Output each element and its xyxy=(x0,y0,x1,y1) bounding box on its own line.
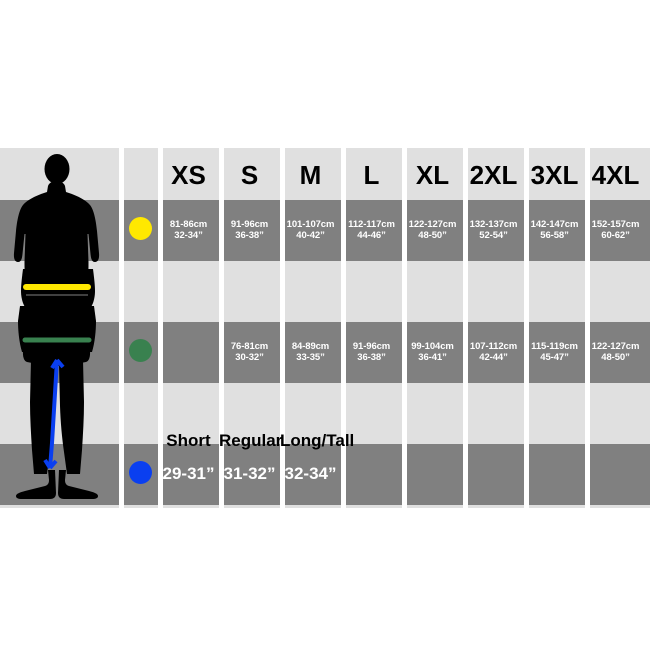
cell-chest-l: 112-117cm 44-46” xyxy=(348,219,395,241)
cell-waist-s: 76-81cm 30-32” xyxy=(230,341,269,363)
column-separator xyxy=(341,148,346,508)
column-separator xyxy=(402,148,407,508)
row-band-waist xyxy=(0,322,650,383)
cell-waist-4xl: 122-127cm 48-50” xyxy=(591,341,640,363)
column-header-m: M xyxy=(299,160,322,190)
column-header-2xl: 2XL xyxy=(469,160,518,190)
column-header-s: S xyxy=(240,160,259,190)
inseam-marker-dot xyxy=(129,461,152,484)
column-separator xyxy=(463,148,468,508)
chest-marker-dot xyxy=(129,217,152,240)
column-separator xyxy=(524,148,529,508)
inseam-measure-arrow xyxy=(43,358,65,470)
inseam-header-short: Short xyxy=(166,431,211,450)
size-chart: XS S M L XL 2XL 3XL 4XL 81-86cm 32-34” 91… xyxy=(0,148,650,508)
cell-chest-s: 91-96cm 36-38” xyxy=(230,219,269,241)
column-separator xyxy=(585,148,590,508)
waist-marker-dot xyxy=(129,339,152,362)
cell-chest-xs: 81-86cm 32-34” xyxy=(169,219,208,241)
cell-chest-2xl: 132-137cm 52-54” xyxy=(469,219,518,241)
cell-chest-m: 101-107cm 40-42” xyxy=(286,219,335,241)
cell-inseam-longtall: 32-34” xyxy=(284,464,337,483)
inseam-header-longtall: Long/Tall xyxy=(280,431,355,450)
column-separator xyxy=(280,148,285,508)
cell-waist-xl: 99-104cm 36-41” xyxy=(411,341,454,363)
column-separator xyxy=(158,148,163,508)
column-header-4xl: 4XL xyxy=(591,160,640,190)
body-silhouette xyxy=(13,154,100,499)
cell-waist-l: 91-96cm 36-38” xyxy=(352,341,391,363)
column-separator xyxy=(119,148,124,508)
cell-waist-3xl: 115-119cm 45-47” xyxy=(531,341,578,363)
row-band-chest xyxy=(0,200,650,261)
cell-chest-xl: 122-127cm 48-50” xyxy=(408,219,457,241)
column-header-l: L xyxy=(363,160,380,190)
row-band-inseam xyxy=(0,444,650,505)
cell-inseam-regular: 31-32” xyxy=(223,464,276,483)
cell-chest-3xl: 142-147cm 56-58” xyxy=(530,219,579,241)
column-separator xyxy=(219,148,224,508)
column-header-3xl: 3XL xyxy=(530,160,579,190)
cell-inseam-short: 29-31” xyxy=(162,464,215,483)
cell-waist-2xl: 107-112cm 42-44” xyxy=(469,341,518,363)
cell-chest-4xl: 152-157cm 60-62” xyxy=(591,219,640,241)
cell-waist-m: 84-89cm 33-35” xyxy=(291,341,330,363)
column-header-xs: XS xyxy=(171,160,206,190)
column-header-xl: XL xyxy=(415,160,450,190)
inseam-header-regular: Regular xyxy=(219,431,283,450)
